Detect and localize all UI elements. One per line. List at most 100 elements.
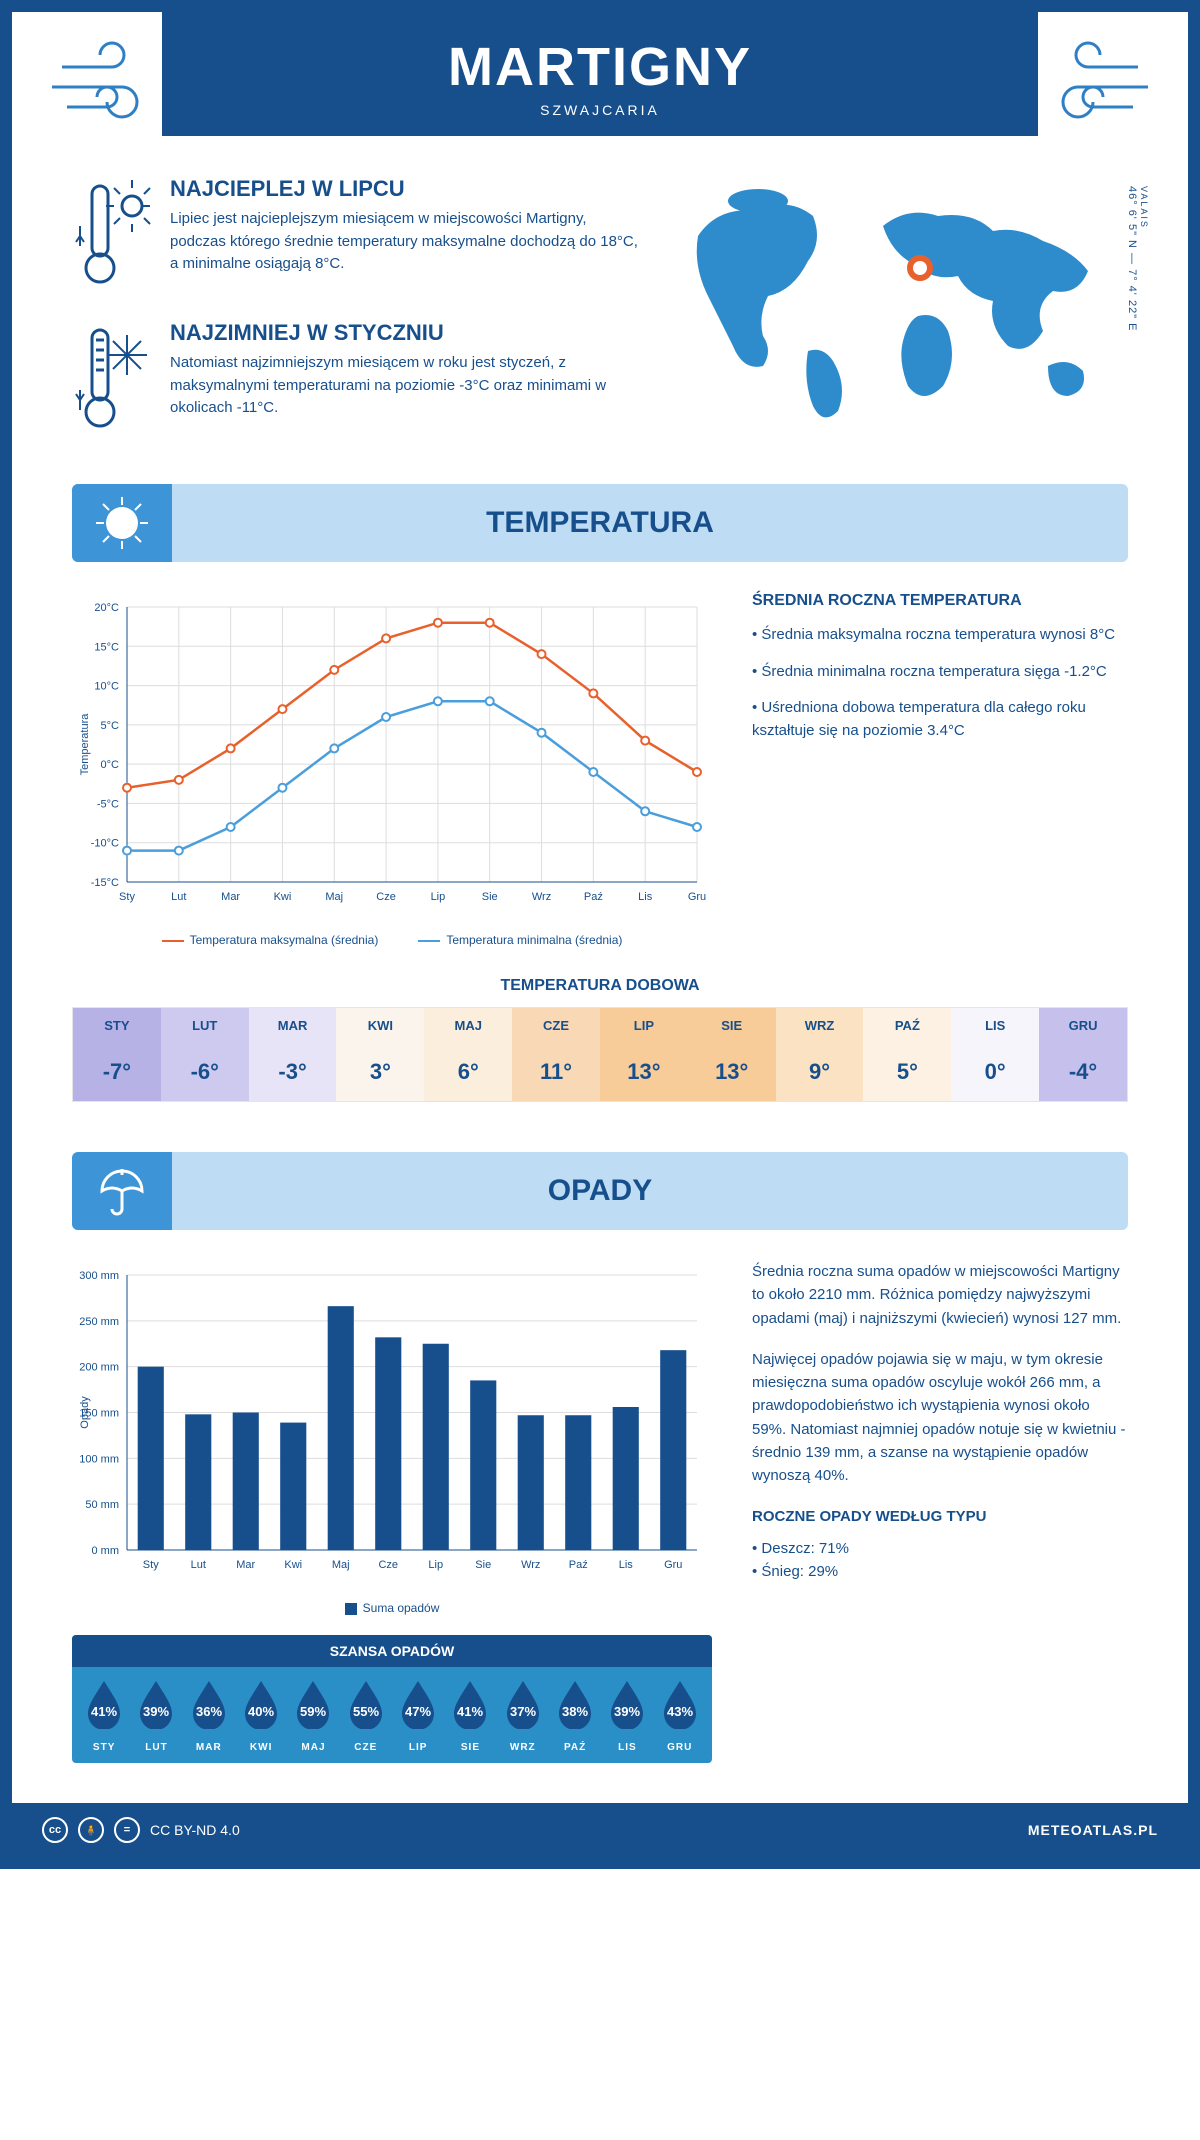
svg-text:Wrz: Wrz bbox=[521, 1559, 540, 1571]
svg-text:20°C: 20°C bbox=[94, 602, 119, 614]
cold-fact: NAJZIMNIEJ W STYCZNIU Natomiast najzimni… bbox=[72, 320, 638, 440]
daily-temp-value: 5° bbox=[863, 1043, 951, 1101]
svg-text:-5°C: -5°C bbox=[97, 798, 119, 810]
chance-month: GRU bbox=[657, 1742, 703, 1753]
svg-text:200 mm: 200 mm bbox=[79, 1362, 119, 1374]
drop-icon: 37% bbox=[500, 1677, 546, 1729]
svg-text:41%: 41% bbox=[457, 1704, 483, 1719]
chance-drop: 43% GRU bbox=[657, 1677, 703, 1753]
daily-temp-value: -4° bbox=[1039, 1043, 1127, 1101]
source-text: METEOATLAS.PL bbox=[1028, 1822, 1158, 1838]
temp-bullet: • Średnia maksymalna roczna temperatura … bbox=[752, 624, 1128, 647]
drop-icon: 55% bbox=[343, 1677, 389, 1729]
umbrella-icon bbox=[72, 1152, 172, 1230]
daily-temp-month: KWI bbox=[336, 1008, 424, 1043]
svg-text:59%: 59% bbox=[300, 1704, 326, 1719]
daily-temp-value: 3° bbox=[336, 1043, 424, 1101]
license-block: cc 🧍 = CC BY-ND 4.0 bbox=[42, 1817, 240, 1843]
daily-temp-col: LIS0° bbox=[951, 1008, 1039, 1101]
temp-bullet: • Średnia minimalna roczna temperatura s… bbox=[752, 661, 1128, 684]
svg-text:36%: 36% bbox=[196, 1704, 222, 1719]
svg-text:15°C: 15°C bbox=[94, 641, 119, 653]
daily-temp-month: CZE bbox=[512, 1008, 600, 1043]
svg-text:40%: 40% bbox=[248, 1704, 274, 1719]
chance-drop: 36% MAR bbox=[186, 1677, 232, 1753]
chance-drop: 39%LUT bbox=[133, 1677, 179, 1753]
daily-temp-value: 11° bbox=[512, 1043, 600, 1101]
daily-temp-col: MAJ6° bbox=[424, 1008, 512, 1101]
svg-text:Kwi: Kwi bbox=[274, 891, 292, 903]
coords-text: 46° 6' 5" N — 7° 4' 22" E bbox=[1126, 186, 1138, 331]
drop-icon: 59% bbox=[290, 1677, 336, 1729]
temp-chart: -15°C-10°C-5°C0°C5°C10°C15°C20°CStyLutMa… bbox=[72, 592, 712, 947]
thermometer-hot-icon bbox=[72, 176, 152, 296]
svg-text:Lip: Lip bbox=[431, 891, 446, 903]
daily-temp-month: MAJ bbox=[424, 1008, 512, 1043]
footer: cc 🧍 = CC BY-ND 4.0 METEOATLAS.PL bbox=[12, 1803, 1188, 1857]
svg-text:55%: 55% bbox=[353, 1704, 379, 1719]
legend-max: Temperatura maksymalna (średnia) bbox=[162, 933, 379, 947]
daily-temp-month: SIE bbox=[688, 1008, 776, 1043]
daily-temp-value: 13° bbox=[600, 1043, 688, 1101]
chance-drop: 39% LIS bbox=[604, 1677, 650, 1753]
chance-month: LIS bbox=[604, 1742, 650, 1753]
drop-icon: 36% bbox=[186, 1677, 232, 1729]
drop-icon: 47% bbox=[395, 1677, 441, 1729]
drop-icon: 43% bbox=[657, 1677, 703, 1729]
svg-text:Lip: Lip bbox=[428, 1559, 443, 1571]
svg-text:Lut: Lut bbox=[171, 891, 186, 903]
drop-icon: 41% bbox=[81, 1677, 127, 1729]
precip-bytype-title: ROCZNE OPADY WEDŁUG TYPU bbox=[752, 1505, 1128, 1528]
chance-drop: 41%STY bbox=[81, 1677, 127, 1753]
svg-text:Maj: Maj bbox=[332, 1559, 350, 1571]
daily-temp-col: WRZ9° bbox=[776, 1008, 864, 1101]
hot-title: NAJCIEPLEJ W LIPCU bbox=[170, 176, 638, 202]
svg-text:47%: 47% bbox=[405, 1704, 431, 1719]
city-title: MARTIGNY bbox=[162, 36, 1038, 98]
chance-month: SIE bbox=[447, 1742, 493, 1753]
header: MARTIGNY SZWAJCARIA bbox=[162, 12, 1038, 136]
daily-temp-value: -6° bbox=[161, 1043, 249, 1101]
precip-sidebar: Średnia roczna suma opadów w miejscowośc… bbox=[752, 1260, 1128, 1763]
chance-month: LIP bbox=[395, 1742, 441, 1753]
svg-text:Opady: Opady bbox=[79, 1396, 91, 1429]
chance-drop: 41% SIE bbox=[447, 1677, 493, 1753]
chance-month: CZE bbox=[343, 1742, 389, 1753]
intro-row: NAJCIEPLEJ W LIPCU Lipiec jest najcieple… bbox=[72, 176, 1128, 464]
daily-temp-col: GRU-4° bbox=[1039, 1008, 1127, 1101]
world-map-icon bbox=[668, 176, 1128, 436]
svg-text:38%: 38% bbox=[562, 1704, 588, 1719]
svg-text:Cze: Cze bbox=[378, 1559, 398, 1571]
daily-temp-col: KWI3° bbox=[336, 1008, 424, 1101]
daily-temp-month: GRU bbox=[1039, 1008, 1127, 1043]
svg-text:Mar: Mar bbox=[221, 891, 240, 903]
chance-box: SZANSA OPADÓW 41%STY39%LUT36%MAR40%KWI59… bbox=[72, 1635, 712, 1763]
svg-text:41%: 41% bbox=[91, 1704, 117, 1719]
daily-temp-value: 9° bbox=[776, 1043, 864, 1101]
svg-text:39%: 39% bbox=[143, 1704, 169, 1719]
daily-temp-value: 13° bbox=[688, 1043, 776, 1101]
precip-section-header: OPADY bbox=[72, 1152, 1128, 1230]
daily-temp-value: 0° bbox=[951, 1043, 1039, 1101]
page: MARTIGNY SZWAJCARIA NAJCIEPLEJ W LIPCU L… bbox=[0, 0, 1200, 1869]
svg-text:Sie: Sie bbox=[482, 891, 498, 903]
daily-temp-col: LIP13° bbox=[600, 1008, 688, 1101]
temp-bullet: • Uśredniona dobowa temperatura dla całe… bbox=[752, 697, 1128, 742]
chance-drop: 37%WRZ bbox=[500, 1677, 546, 1753]
svg-text:Gru: Gru bbox=[664, 1559, 682, 1571]
daily-temp-month: LIP bbox=[600, 1008, 688, 1043]
precip-type-line: • Śnieg: 29% bbox=[752, 1560, 1128, 1583]
chance-month: MAR bbox=[186, 1742, 232, 1753]
svg-text:5°C: 5°C bbox=[101, 720, 120, 732]
svg-text:10°C: 10°C bbox=[94, 681, 119, 693]
temp-side-title: ŚREDNIA ROCZNA TEMPERATURA bbox=[752, 592, 1128, 610]
svg-text:Kwi: Kwi bbox=[284, 1559, 302, 1571]
hot-text: Lipiec jest najcieplejszym miesiącem w m… bbox=[170, 208, 638, 276]
daily-temp-month: WRZ bbox=[776, 1008, 864, 1043]
svg-text:39%: 39% bbox=[614, 1704, 640, 1719]
daily-temp-month: PAŹ bbox=[863, 1008, 951, 1043]
cold-text: Natomiast najzimniejszym miesiącem w rok… bbox=[170, 352, 638, 420]
country-subtitle: SZWAJCARIA bbox=[162, 102, 1038, 118]
svg-text:Gru: Gru bbox=[688, 891, 706, 903]
daily-temp-month: MAR bbox=[249, 1008, 337, 1043]
